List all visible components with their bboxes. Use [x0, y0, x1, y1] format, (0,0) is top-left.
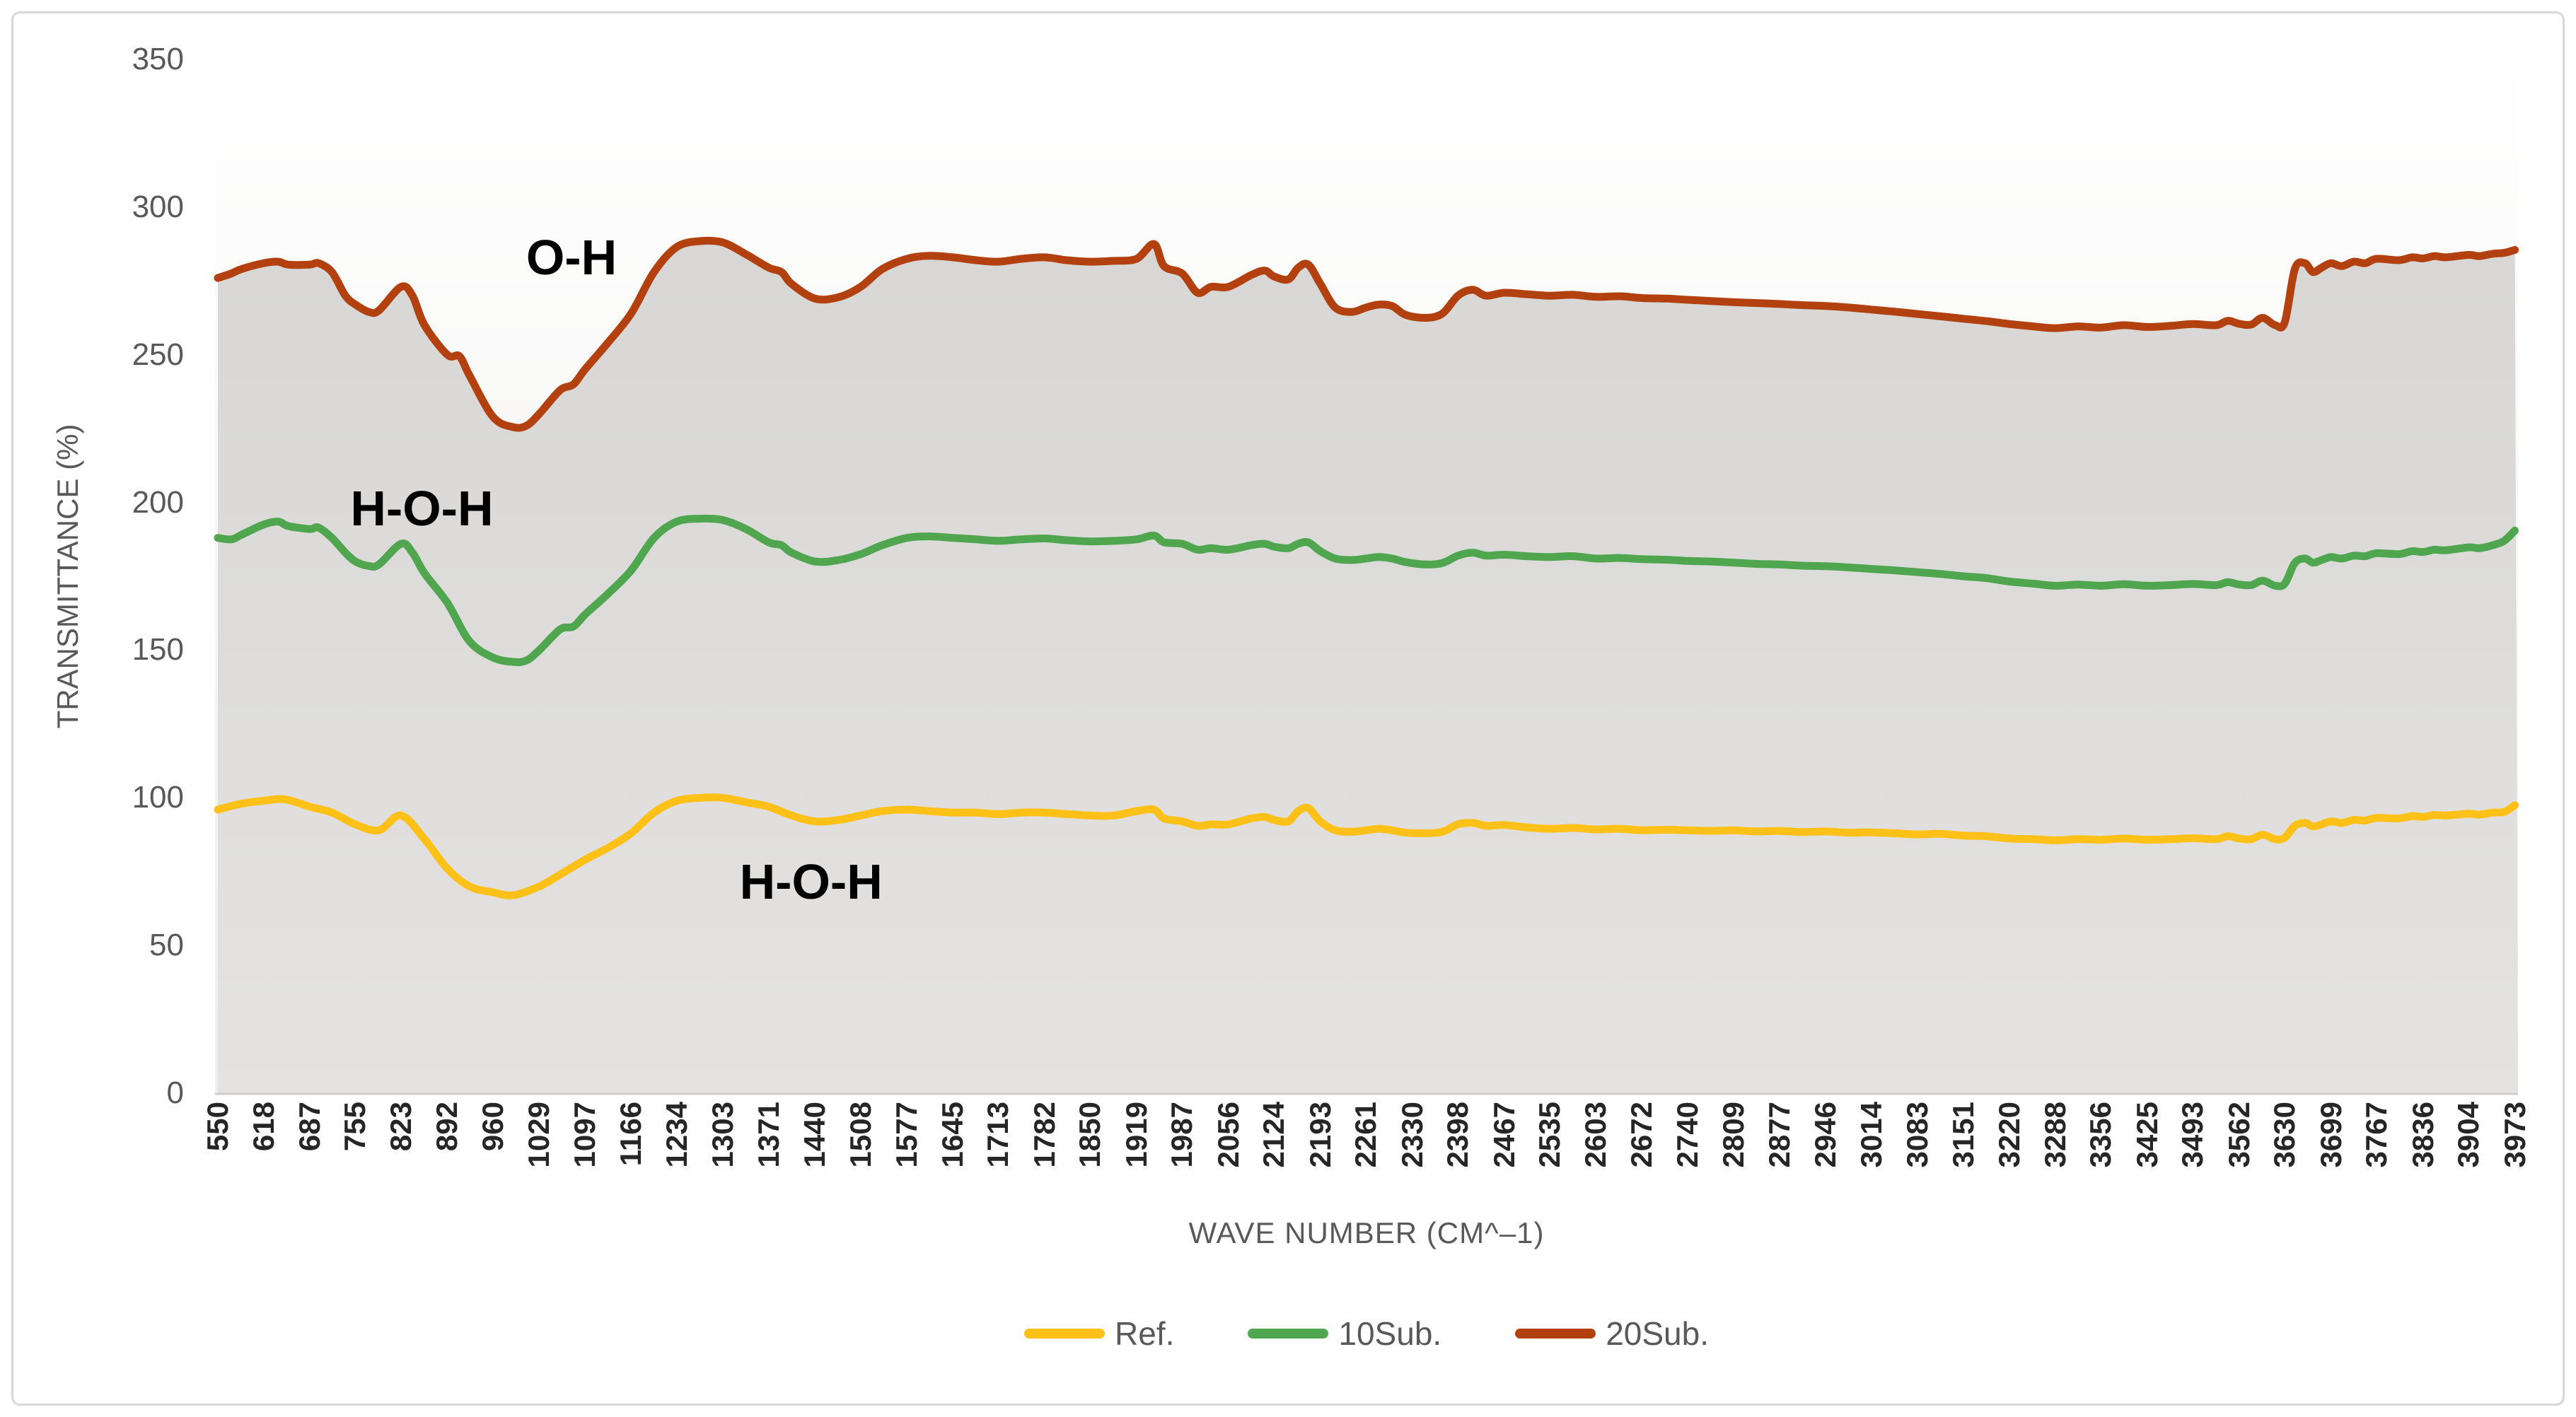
x-tick-label: 3356: [2084, 1102, 2118, 1168]
x-tick-label: 3151: [1946, 1102, 1980, 1168]
x-tick-label: 2193: [1303, 1102, 1337, 1168]
legend-item-ref: Ref.: [1024, 1312, 1174, 1355]
x-tick-label: 3836: [2406, 1102, 2439, 1168]
legend-item-20sub: 20Sub.: [1515, 1312, 1709, 1355]
x-tick-label: 2672: [1625, 1102, 1659, 1168]
y-tick-label: 350: [132, 42, 184, 76]
legend-label: Ref.: [1115, 1315, 1175, 1352]
x-tick-label: 1508: [843, 1102, 877, 1168]
x-tick-label: 687: [292, 1102, 326, 1152]
y-tick-label: 0: [166, 1075, 184, 1110]
x-tick-label: 2056: [1211, 1102, 1245, 1168]
x-tick-label: 3220: [1992, 1102, 2026, 1168]
x-tick-label: 892: [430, 1102, 464, 1152]
y-tick-label: 250: [132, 337, 184, 372]
x-tick-label: 2124: [1257, 1102, 1291, 1168]
x-tick-label: 3630: [2268, 1102, 2302, 1168]
x-tick-label: 2330: [1395, 1102, 1429, 1168]
y-tick-label: 300: [132, 189, 184, 224]
x-tick-label: 960: [475, 1102, 509, 1152]
x-axis-title: WAVE NUMBER (CM^–1): [1188, 1216, 1545, 1249]
x-tick-label: 1919: [1119, 1102, 1153, 1168]
legend-item-10sub: 10Sub.: [1248, 1312, 1441, 1355]
x-tick-label: 550: [201, 1102, 234, 1152]
x-tick-label: 3562: [2222, 1102, 2256, 1168]
x-tick-label: 1713: [981, 1102, 1015, 1168]
x-tick-label: 1371: [751, 1102, 785, 1168]
x-tick-label: 1782: [1027, 1102, 1061, 1168]
x-tick-label: 3014: [1854, 1102, 1888, 1168]
y-tick-label: 50: [149, 928, 184, 963]
y-axis-title: TRANSMITTANCE (%): [51, 424, 84, 729]
x-tick-label: 1645: [935, 1102, 969, 1168]
x-tick-label: 618: [246, 1102, 280, 1152]
series-line-20sub: [214, 236, 2519, 432]
series-line-10sub: [214, 514, 2519, 666]
x-tick-label: 1303: [706, 1102, 740, 1168]
x-tick-label: 1987: [1165, 1102, 1199, 1168]
x-tick-label: 2535: [1533, 1102, 1567, 1168]
legend: Ref. 10Sub. 20Sub.: [215, 1312, 2518, 1355]
x-tick-label: 1440: [798, 1102, 832, 1168]
legend-label: 10Sub.: [1338, 1315, 1442, 1352]
legend-swatch-icon: [1515, 1329, 1596, 1339]
x-tick-label: 755: [338, 1102, 372, 1152]
x-tick-label: 3493: [2176, 1102, 2210, 1168]
y-tick-label: 100: [132, 780, 184, 815]
x-tick-label: 2946: [1809, 1102, 1843, 1168]
x-tick-label: 2809: [1717, 1102, 1751, 1168]
x-tick-label: 3767: [2360, 1102, 2394, 1168]
x-tick-label: 1166: [614, 1102, 648, 1167]
x-tick-label: 3425: [2130, 1102, 2164, 1168]
x-tick-label: 2261: [1349, 1102, 1383, 1168]
x-tick-label: 2603: [1578, 1102, 1612, 1168]
x-tick-label: 1850: [1073, 1102, 1107, 1168]
x-tick-label: 2398: [1441, 1102, 1475, 1168]
x-tick-label: 3904: [2452, 1102, 2485, 1168]
x-tick-label: 3699: [2314, 1102, 2348, 1168]
x-tick-label: 1029: [522, 1102, 556, 1168]
x-tick-label: 3083: [1901, 1102, 1934, 1168]
annotation-hoh: H-O-H: [350, 480, 494, 536]
x-tick-label: 2877: [1762, 1102, 1796, 1168]
x-tick-label: 2740: [1670, 1102, 1704, 1168]
x-tick-label: 3288: [2038, 1102, 2072, 1168]
area-fill-under-20sub: [218, 240, 2518, 1093]
y-tick-label: 200: [132, 484, 184, 520]
y-tick-label: 150: [132, 632, 184, 667]
legend-swatch-icon: [1024, 1329, 1106, 1339]
series-line-ref: [214, 793, 2519, 899]
x-tick-label: 2467: [1487, 1102, 1521, 1168]
x-tick-label: 1097: [567, 1102, 601, 1168]
legend-swatch-icon: [1248, 1329, 1329, 1339]
x-tick-label: 1234: [659, 1102, 693, 1168]
x-tick-label: 823: [384, 1102, 417, 1152]
legend-label: 20Sub.: [1606, 1315, 1709, 1352]
x-tick-label: 1577: [890, 1102, 924, 1168]
x-tick-label: 3973: [2497, 1102, 2531, 1168]
annotation-hoh: H-O-H: [739, 854, 883, 910]
annotation-oh: O-H: [526, 229, 617, 285]
